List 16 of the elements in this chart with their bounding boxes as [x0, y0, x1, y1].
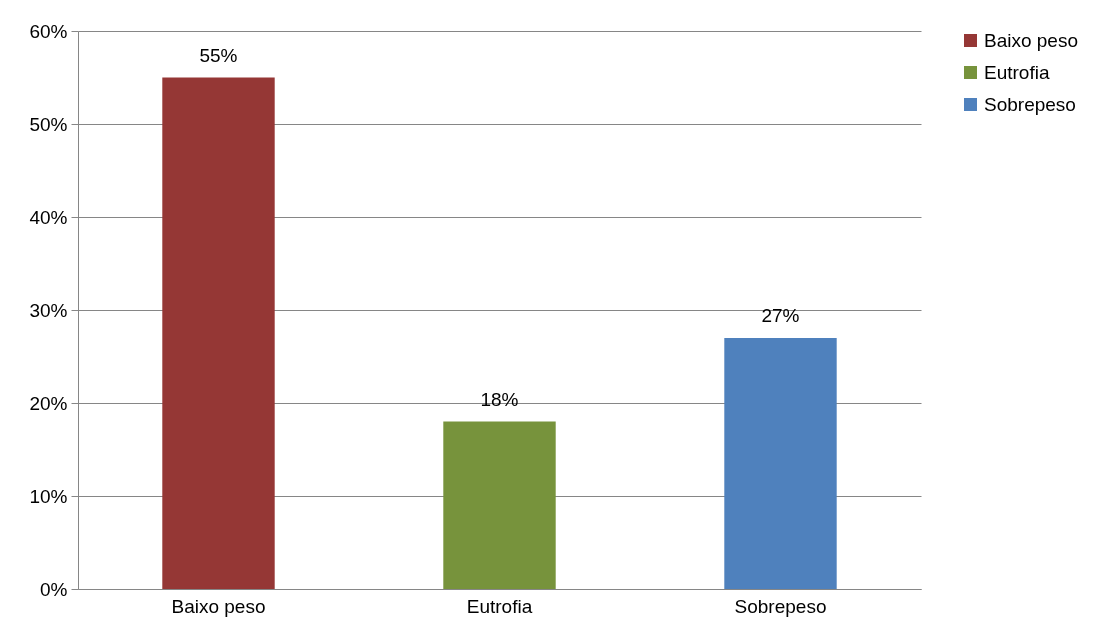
x-tick-label: Eutrofia — [466, 595, 533, 617]
y-tick-label: 30% — [29, 299, 68, 321]
data-label: 18% — [480, 388, 519, 410]
data-label: 27% — [761, 304, 800, 326]
y-tick-label: 60% — [29, 20, 68, 42]
data-label: 55% — [199, 44, 238, 66]
legend-label: Baixo peso — [984, 29, 1079, 51]
x-tick-label: Sobrepeso — [734, 595, 827, 617]
y-tick-label: 10% — [29, 485, 68, 507]
legend-label: Eutrofia — [984, 61, 1050, 83]
x-tick-label: Baixo peso — [171, 595, 266, 617]
y-tick-label: 0% — [40, 578, 68, 600]
y-tick-label: 50% — [29, 113, 68, 135]
legend-label: Sobrepeso — [984, 93, 1076, 115]
y-tick-label: 20% — [29, 392, 68, 414]
y-tick-label: 40% — [29, 206, 68, 228]
